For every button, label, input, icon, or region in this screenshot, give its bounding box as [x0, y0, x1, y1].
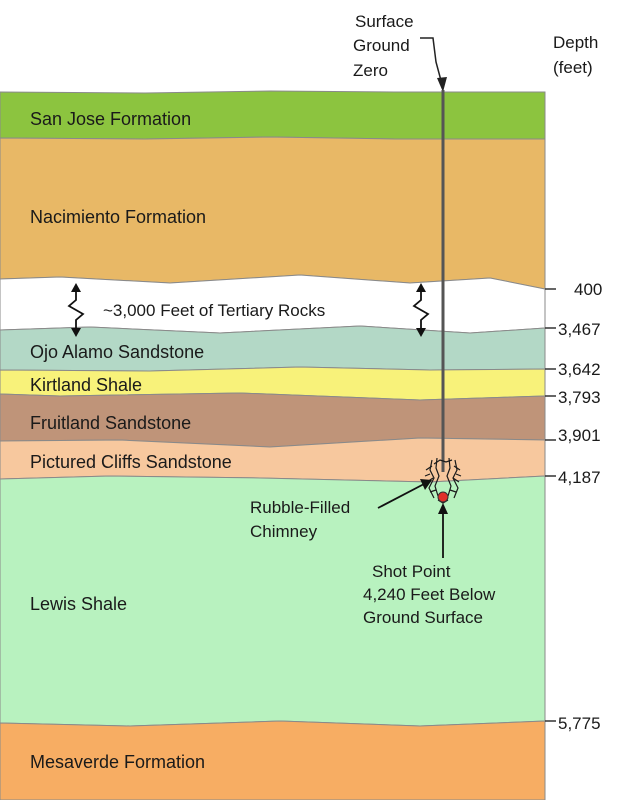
- depth-ticks: [545, 288, 556, 722]
- surface-label-line2: Ground: [353, 36, 410, 55]
- depth-title: Depth: [553, 33, 598, 52]
- depth-title-unit: (feet): [553, 58, 593, 77]
- shot-point-marker: [437, 491, 449, 503]
- layer-mesaverde: [0, 720, 546, 800]
- layer-label: Mesaverde Formation: [30, 752, 205, 772]
- tertiary-arrow-left-top: [71, 283, 81, 292]
- depth-value: 400: [574, 280, 602, 299]
- chimney-label-line1: Rubble-Filled: [250, 498, 350, 517]
- layer-label: Pictured Cliffs Sandstone: [30, 452, 232, 472]
- chimney-label-line2: Chimney: [250, 522, 318, 541]
- layer-label: Kirtland Shale: [30, 375, 142, 395]
- shot-point-arrow-head: [438, 503, 448, 514]
- layer-label: Ojo Alamo Sandstone: [30, 342, 204, 362]
- surface-label-line3: Zero: [353, 61, 388, 80]
- depth-value: 3,467: [558, 320, 601, 339]
- chimney-leader-line: [377, 483, 425, 509]
- depth-value: 5,775: [558, 714, 601, 733]
- surface-arrow-head: [437, 77, 447, 92]
- shot-point-label-line2: 4,240 Feet Below: [363, 585, 496, 604]
- tertiary-label: ~3,000 Feet of Tertiary Rocks: [103, 301, 325, 320]
- depth-labels: 400 3,467 3,642 3,793 3,901 4,187 5,775: [558, 280, 602, 733]
- tertiary-arrow-right-top: [416, 283, 426, 292]
- layer-labels: San Jose Formation Nacimiento Formation …: [30, 109, 232, 772]
- shot-point-label-line3: Ground Surface: [363, 608, 483, 627]
- depth-value: 3,901: [558, 426, 601, 445]
- depth-value: 3,793: [558, 388, 601, 407]
- surface-leader-line: [420, 37, 444, 89]
- layers: [0, 90, 546, 800]
- layer-label: Lewis Shale: [30, 594, 127, 614]
- surface-label-line1: Surface: [355, 12, 414, 31]
- depth-value: 3,642: [558, 360, 601, 379]
- tertiary-arrow-left: [67, 290, 85, 330]
- rubble-chimney: [424, 457, 462, 504]
- chimney-arrow-head: [420, 479, 432, 490]
- tertiary-arrow-left-bottom: [71, 328, 81, 337]
- tertiary-arrow-right-bottom: [416, 328, 426, 337]
- tertiary-arrow-right: [412, 290, 430, 330]
- depth-value: 4,187: [558, 468, 601, 487]
- layer-label: Nacimiento Formation: [30, 207, 206, 227]
- shot-point-label-line1: Shot Point: [372, 562, 451, 581]
- layer-label: Fruitland Sandstone: [30, 413, 191, 433]
- layer-label: San Jose Formation: [30, 109, 191, 129]
